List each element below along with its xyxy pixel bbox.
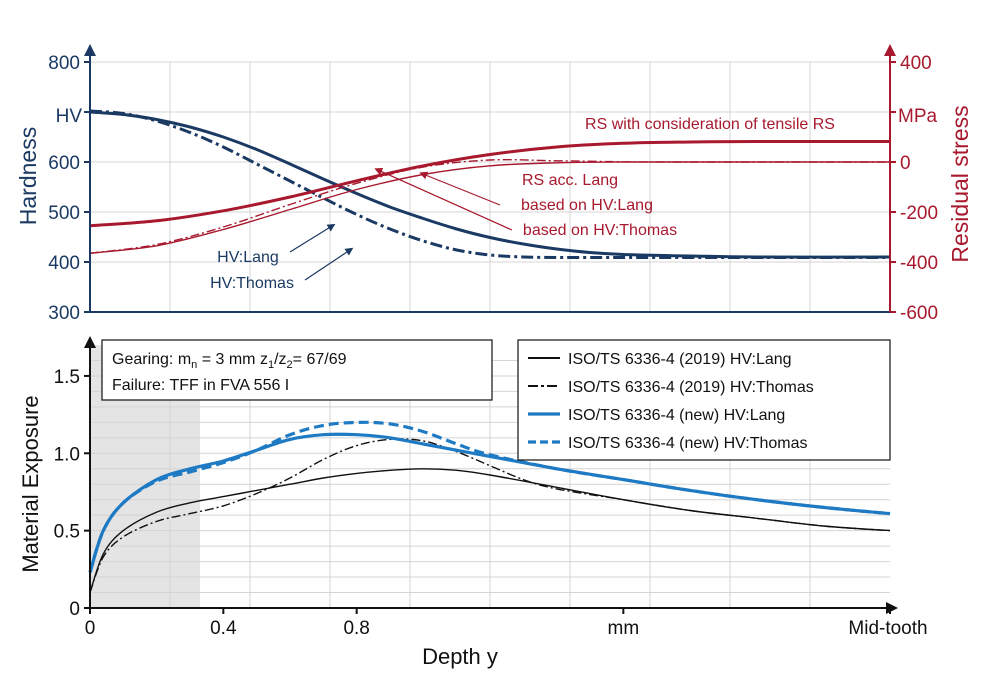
bottom-y-ticks: 0 0.5 1.0 1.5 — [54, 367, 90, 620]
annotation-rs-tensile: RS with consideration of tensile RS — [585, 116, 835, 133]
top-left-unit-label: HV — [56, 106, 83, 127]
bottom-x-tick-label: Mid-tooth — [848, 618, 927, 639]
top-series-hv-thomas — [89, 109, 890, 260]
top-series-rs-with-consideration-of-tensile-rs — [89, 139, 891, 228]
top-right-ticks: -600 -400 -200 0 400 — [890, 53, 938, 324]
top-left-axis-label: Hardness — [15, 127, 41, 225]
bottom-x-ticks: 0 0.4 0.8 mm Mid-tooth — [85, 608, 928, 639]
annotation-hv-lang: HV:Lang — [217, 249, 279, 266]
bottom-x-tick-label: mm — [608, 618, 640, 639]
top-series-based-on-hv-thomas — [89, 158, 890, 254]
bottom-x-tick-label: 0.8 — [343, 618, 369, 639]
top-left-tick-label: 600 — [48, 153, 80, 174]
bottom-y-tick-label: 0 — [69, 599, 80, 620]
top-right-axis-arrow — [884, 44, 896, 56]
bottom-series-iso-ts-6336-4-new-hv-thomas — [88, 420, 891, 573]
top-series-hv-lang — [89, 110, 891, 259]
legend: ISO/TS 6336-4 (2019) HV:Lang ISO/TS 6336-… — [517, 339, 891, 461]
annotation-based-on-thomas: based on HV:Thomas — [523, 222, 677, 239]
bottom-x-tick-label: 0.4 — [210, 618, 237, 639]
legend-label: ISO/TS 6336-4 (new) HV:Lang — [568, 407, 785, 424]
bottom-y-tick-label: 1.0 — [54, 444, 80, 465]
top-right-tick-label: -400 — [900, 253, 938, 274]
top-left-tick-label: 400 — [48, 253, 80, 274]
top-right-tick-label: 400 — [900, 53, 932, 74]
pointer-hv-lang — [289, 223, 336, 253]
top-right-tick-label: 0 — [900, 153, 911, 174]
hardness-residual-stress-chart: 300 400 500 600 800 -600 -400 -200 0 400 Hardnes… — [15, 44, 973, 324]
bottom-y-axis-label: Material Exposure — [18, 395, 43, 572]
annotation-rs-acc-lang: RS acc. Lang — [522, 172, 618, 189]
top-right-unit-label: MPa — [898, 106, 938, 127]
pointer-rs-thomas — [374, 167, 513, 231]
pointer-hv-thomas — [304, 247, 354, 281]
bottom-y-tick-label: 0.5 — [54, 522, 80, 543]
bottom-series — [88, 420, 891, 593]
top-left-tick-label: 500 — [48, 203, 80, 224]
info-box: Gearing: mn = 3 mm z1/z2= 67/69 Failure:… — [101, 339, 493, 401]
top-left-tick-label: 300 — [48, 303, 80, 324]
top-right-tick-label: -200 — [900, 203, 938, 224]
legend-frame — [517, 339, 891, 461]
annotation-based-on-lang: based on HV:Lang — [521, 197, 653, 214]
bottom-x-axis-arrow — [886, 602, 898, 614]
legend-label: ISO/TS 6336-4 (new) HV:Thomas — [568, 435, 808, 452]
info-box-frame — [101, 339, 493, 401]
annotation-hv-thomas: HV:Thomas — [210, 275, 294, 292]
pointer-rs-lang — [419, 171, 501, 206]
top-left-axis-arrow — [84, 44, 96, 56]
bottom-x-tick-label: 0 — [85, 618, 96, 639]
legend-label: ISO/TS 6336-4 (2019) HV:Thomas — [568, 379, 814, 396]
bottom-x-axis-label: Depth y — [422, 644, 498, 669]
info-box-line2: Failure: TFF in FVA 556 I — [112, 377, 289, 394]
material-exposure-chart: 0 0.5 1.0 1.5 0 0.4 0.8 mm Mid-tooth Material E… — [18, 336, 928, 669]
info-box-line1: Gearing: mn = 3 mm z1/z2= 67/69 — [112, 351, 347, 371]
bottom-y-tick-label: 1.5 — [54, 367, 80, 388]
legend-label: ISO/TS 6336-4 (2019) HV:Lang — [568, 351, 792, 368]
top-series — [89, 109, 891, 260]
top-right-axis-label: Residual stress — [947, 105, 973, 262]
top-left-tick-label: 800 — [48, 53, 80, 74]
bottom-y-axis-arrow — [84, 336, 96, 348]
top-right-tick-label: -600 — [900, 303, 938, 324]
top-left-ticks: 300 400 500 600 800 — [48, 53, 90, 324]
